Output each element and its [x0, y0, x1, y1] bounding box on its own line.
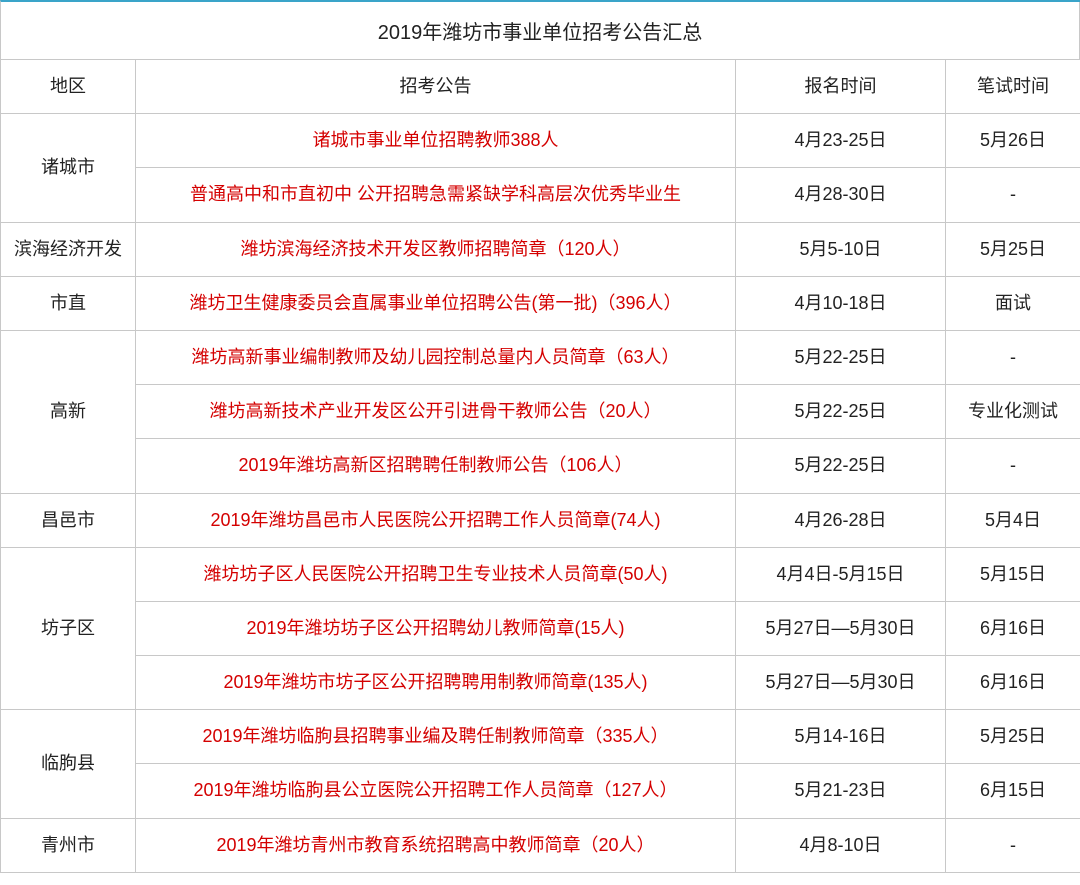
exam-time-cell: 5月26日 [946, 114, 1080, 168]
sub-column: 面试 [946, 277, 1080, 331]
table-row-group: 高新潍坊高新事业编制教师及幼儿园控制总量内人员简章（63人）潍坊高新技术产业开发… [1, 331, 1080, 494]
table-row-group: 青州市2019年潍坊青州市教育系统招聘高中教师简章（20人）4月8-10日- [1, 819, 1080, 873]
announcement-link[interactable]: 2019年潍坊临朐县招聘事业编及聘任制教师简章（335人） [136, 710, 736, 764]
exam-time-cell: 5月25日 [946, 710, 1080, 764]
sub-column: 5月5-10日 [736, 223, 946, 277]
announcement-link[interactable]: 普通高中和市直初中 公开招聘急需紧缺学科高层次优秀毕业生 [136, 168, 736, 222]
register-time-cell: 4月26-28日 [736, 494, 946, 548]
table-row-group: 坊子区潍坊坊子区人民医院公开招聘卫生专业技术人员简章(50人)2019年潍坊坊子… [1, 548, 1080, 711]
sub-column: 5月25日 [946, 223, 1080, 277]
register-time-cell: 4月8-10日 [736, 819, 946, 873]
register-time-cell: 5月22-25日 [736, 439, 946, 493]
table-row-group: 诸城市诸城市事业单位招聘教师388人普通高中和市直初中 公开招聘急需紧缺学科高层… [1, 114, 1080, 222]
sub-column: 4月4日-5月15日5月27日—5月30日5月27日—5月30日 [736, 548, 946, 711]
table-header-row: 地区 招考公告 报名时间 笔试时间 [1, 60, 1080, 114]
exam-time-cell: 5月25日 [946, 223, 1080, 277]
exam-time-cell: 6月15日 [946, 764, 1080, 818]
area-cell: 临朐县 [1, 710, 136, 818]
area-cell: 滨海经济开发 [1, 223, 136, 277]
register-time-cell: 5月27日—5月30日 [736, 656, 946, 710]
announcement-link[interactable]: 2019年潍坊昌邑市人民医院公开招聘工作人员简章(74人) [136, 494, 736, 548]
area-cell: 市直 [1, 277, 136, 331]
register-time-cell: 4月4日-5月15日 [736, 548, 946, 602]
col-header-announcement: 招考公告 [136, 60, 736, 114]
sub-column: 5月22-25日5月22-25日5月22-25日 [736, 331, 946, 494]
table-wrap: 2019年潍坊市事业单位招考公告汇总 地区 招考公告 报名时间 笔试时间 诸城市… [0, 0, 1080, 873]
sub-column: 4月10-18日 [736, 277, 946, 331]
sub-column: 潍坊卫生健康委员会直属事业单位招聘公告(第一批)（396人） [136, 277, 736, 331]
sub-column: 5月15日6月16日6月16日 [946, 548, 1080, 711]
area-cell: 昌邑市 [1, 494, 136, 548]
area-cell: 诸城市 [1, 114, 136, 222]
sub-column: 诸城市事业单位招聘教师388人普通高中和市直初中 公开招聘急需紧缺学科高层次优秀… [136, 114, 736, 222]
announcement-link[interactable]: 潍坊滨海经济技术开发区教师招聘简章（120人） [136, 223, 736, 277]
sub-column: 潍坊坊子区人民医院公开招聘卫生专业技术人员简章(50人)2019年潍坊坊子区公开… [136, 548, 736, 711]
announcement-link[interactable]: 潍坊卫生健康委员会直属事业单位招聘公告(第一批)（396人） [136, 277, 736, 331]
sub-column: 2019年潍坊青州市教育系统招聘高中教师简章（20人） [136, 819, 736, 873]
sub-column: 5月26日- [946, 114, 1080, 222]
register-time-cell: 5月14-16日 [736, 710, 946, 764]
exam-time-cell: 6月16日 [946, 602, 1080, 656]
register-time-cell: 5月22-25日 [736, 385, 946, 439]
sub-column: 4月8-10日 [736, 819, 946, 873]
register-time-cell: 5月21-23日 [736, 764, 946, 818]
exam-time-cell: - [946, 439, 1080, 493]
exam-time-cell: - [946, 331, 1080, 385]
register-time-cell: 4月28-30日 [736, 168, 946, 222]
sub-column: 5月4日 [946, 494, 1080, 548]
register-time-cell: 5月22-25日 [736, 331, 946, 385]
col-header-register: 报名时间 [736, 60, 946, 114]
exam-time-cell: - [946, 819, 1080, 873]
sub-column: 4月23-25日4月28-30日 [736, 114, 946, 222]
sub-column: 5月25日6月15日 [946, 710, 1080, 818]
exam-time-cell: 5月15日 [946, 548, 1080, 602]
sub-column: 潍坊滨海经济技术开发区教师招聘简章（120人） [136, 223, 736, 277]
sub-column: 4月26-28日 [736, 494, 946, 548]
exam-time-cell: 5月4日 [946, 494, 1080, 548]
exam-time-cell: 6月16日 [946, 656, 1080, 710]
area-cell: 高新 [1, 331, 136, 494]
exam-time-cell: 面试 [946, 277, 1080, 331]
exam-time-cell: - [946, 168, 1080, 222]
announcement-link[interactable]: 诸城市事业单位招聘教师388人 [136, 114, 736, 168]
sub-column: -专业化测试- [946, 331, 1080, 494]
register-time-cell: 5月27日—5月30日 [736, 602, 946, 656]
announcement-link[interactable]: 2019年潍坊市坊子区公开招聘聘用制教师简章(135人) [136, 656, 736, 710]
announcement-link[interactable]: 2019年潍坊临朐县公立医院公开招聘工作人员简章（127人） [136, 764, 736, 818]
announcement-link[interactable]: 潍坊高新技术产业开发区公开引进骨干教师公告（20人） [136, 385, 736, 439]
register-time-cell: 5月5-10日 [736, 223, 946, 277]
sub-column: 5月14-16日5月21-23日 [736, 710, 946, 818]
table-title: 2019年潍坊市事业单位招考公告汇总 [1, 2, 1080, 60]
sub-column: 2019年潍坊临朐县招聘事业编及聘任制教师简章（335人）2019年潍坊临朐县公… [136, 710, 736, 818]
announcement-link[interactable]: 2019年潍坊青州市教育系统招聘高中教师简章（20人） [136, 819, 736, 873]
register-time-cell: 4月23-25日 [736, 114, 946, 168]
sub-column: - [946, 819, 1080, 873]
table-row-group: 市直潍坊卫生健康委员会直属事业单位招聘公告(第一批)（396人）4月10-18日… [1, 277, 1080, 331]
area-cell: 坊子区 [1, 548, 136, 711]
col-header-area: 地区 [1, 60, 136, 114]
announcement-link[interactable]: 潍坊高新事业编制教师及幼儿园控制总量内人员简章（63人） [136, 331, 736, 385]
col-header-exam: 笔试时间 [946, 60, 1080, 114]
announcement-link[interactable]: 2019年潍坊高新区招聘聘任制教师公告（106人） [136, 439, 736, 493]
sub-column: 2019年潍坊昌邑市人民医院公开招聘工作人员简章(74人) [136, 494, 736, 548]
area-cell: 青州市 [1, 819, 136, 873]
sub-column: 潍坊高新事业编制教师及幼儿园控制总量内人员简章（63人）潍坊高新技术产业开发区公… [136, 331, 736, 494]
table-row-group: 临朐县2019年潍坊临朐县招聘事业编及聘任制教师简章（335人）2019年潍坊临… [1, 710, 1080, 818]
exam-time-cell: 专业化测试 [946, 385, 1080, 439]
table-row-group: 滨海经济开发潍坊滨海经济技术开发区教师招聘简章（120人）5月5-10日5月25… [1, 223, 1080, 277]
announcement-link[interactable]: 潍坊坊子区人民医院公开招聘卫生专业技术人员简章(50人) [136, 548, 736, 602]
table-body: 诸城市诸城市事业单位招聘教师388人普通高中和市直初中 公开招聘急需紧缺学科高层… [1, 114, 1080, 873]
register-time-cell: 4月10-18日 [736, 277, 946, 331]
announcement-link[interactable]: 2019年潍坊坊子区公开招聘幼儿教师简章(15人) [136, 602, 736, 656]
table-row-group: 昌邑市2019年潍坊昌邑市人民医院公开招聘工作人员简章(74人)4月26-28日… [1, 494, 1080, 548]
